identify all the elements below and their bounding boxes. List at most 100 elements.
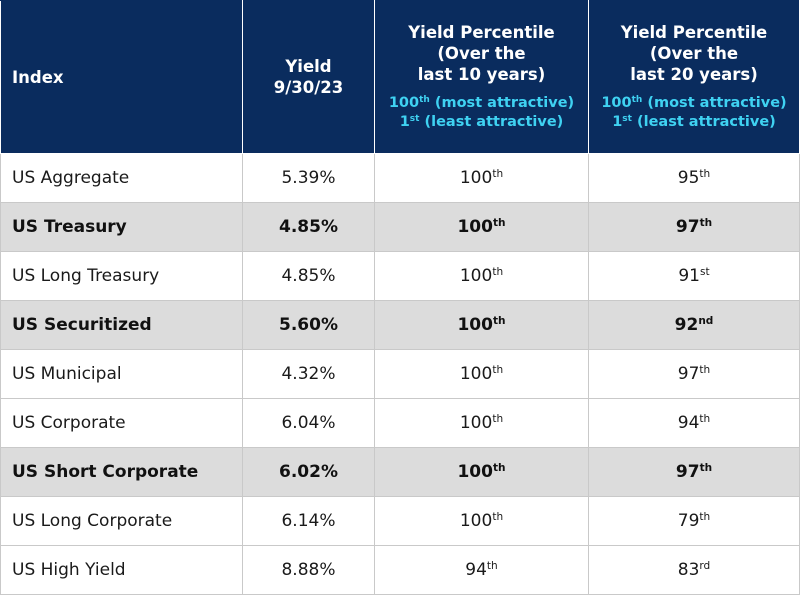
percentile-20y-cell: 92nd: [588, 300, 800, 350]
percentile-20y-value: 83: [677, 560, 700, 580]
percentile-10y-value: 100: [459, 511, 493, 531]
header-pct10-line-3: last 10 years): [417, 65, 546, 84]
table-row: US Treasury 4.85% 100th 97th: [0, 202, 800, 252]
table-row: US Long Treasury 4.85% 100th 91st: [0, 251, 800, 301]
percentile-10y-suffix: th: [492, 266, 504, 279]
percentile-10y-cell: 100th: [374, 251, 589, 301]
percentile-20y-cell: 79th: [588, 496, 800, 546]
table-row: US Corporate 6.04% 100th 94th: [0, 398, 800, 448]
percentile-20y-suffix: th: [699, 413, 711, 426]
header-pct10-line-2: (Over the: [437, 44, 526, 63]
percentile-20y-suffix: th: [699, 217, 713, 230]
index-name-cell: US Aggregate: [0, 153, 243, 203]
header-pct10-line-1: Yield Percentile: [408, 23, 555, 42]
legend-least-num: 1: [612, 114, 623, 130]
percentile-20y-cell: 97th: [588, 202, 800, 252]
table-row: US Aggregate 5.39% 100th 95th: [0, 153, 800, 203]
legend-most-text: (most attractive): [642, 95, 787, 111]
table-row: US Long Corporate 6.14% 100th 79th: [0, 496, 800, 546]
legend-least-sup: st: [409, 114, 420, 125]
percentile-10y-suffix: th: [492, 364, 504, 377]
percentile-10y-cell: 94th: [374, 545, 589, 595]
percentile-20y-suffix: st: [700, 266, 710, 279]
percentile-10y-suffix: th: [492, 462, 506, 475]
percentile-10y-suffix: th: [492, 413, 504, 426]
index-name-cell: US Short Corporate: [0, 447, 243, 497]
percentile-10y-cell: 100th: [374, 300, 589, 350]
percentile-10y-suffix: th: [492, 511, 504, 524]
header-pct10-legend: 100th (most attractive) 1st (least attra…: [376, 94, 588, 132]
legend-least-sup: st: [622, 114, 632, 125]
percentile-20y-cell: 94th: [588, 398, 800, 448]
header-yield: Yield 9/30/23: [242, 0, 375, 154]
legend-least-attractive: 1st (least attractive): [376, 113, 588, 132]
percentile-20y-value: 97: [675, 217, 700, 237]
header-pct20-line-1: Yield Percentile: [620, 23, 768, 42]
percentile-20y-cell: 83rd: [588, 545, 800, 595]
legend-most-num: 100: [388, 95, 420, 111]
index-name-cell: US Municipal: [0, 349, 243, 399]
legend-most-sup: th: [419, 95, 430, 106]
table-body: US Aggregate 5.39% 100th 95th US Treasury 4.8…: [0, 153, 800, 595]
percentile-20y-suffix: nd: [698, 315, 714, 328]
yield-cell: 5.60%: [242, 300, 375, 350]
header-index: Index: [0, 0, 243, 154]
percentile-10y-cell: 100th: [374, 398, 589, 448]
yield-cell: 6.02%: [242, 447, 375, 497]
legend-least-num: 1: [399, 114, 410, 130]
header-row: Index Yield 9/30/23 Yield Percentile (Ov…: [0, 0, 800, 154]
table-row: US Municipal 4.32% 100th 97th: [0, 349, 800, 399]
percentile-10y-cell: 100th: [374, 153, 589, 203]
index-name-cell: US High Yield: [0, 545, 243, 595]
table-row: US High Yield 8.88% 94th 83rd: [0, 545, 800, 595]
percentile-20y-cell: 91st: [588, 251, 800, 301]
yield-cell: 8.88%: [242, 545, 375, 595]
legend-least-text: (least attractive): [631, 114, 776, 130]
index-name-cell: US Long Corporate: [0, 496, 243, 546]
percentile-10y-cell: 100th: [374, 202, 589, 252]
header-yield-date: 9/30/23: [273, 78, 344, 97]
percentile-10y-suffix: th: [492, 315, 506, 328]
percentile-10y-cell: 100th: [374, 447, 589, 497]
index-name-cell: US Corporate: [0, 398, 243, 448]
legend-most-num: 100: [601, 95, 632, 111]
legend-least-text: (least attractive): [419, 114, 564, 130]
index-name-cell: US Long Treasury: [0, 251, 243, 301]
header-pct20-legend: 100th (most attractive) 1st (least attra…: [590, 94, 799, 132]
header-pct20-line-2: (Over the: [649, 44, 739, 63]
percentile-20y-cell: 95th: [588, 153, 800, 203]
legend-most-sup: th: [631, 95, 643, 106]
table-row: US Securitized 5.60% 100th 92nd: [0, 300, 800, 350]
percentile-20y-value: 79: [677, 511, 700, 531]
header-percentile-20y: Yield Percentile (Over the last 20 years…: [588, 0, 800, 154]
percentile-10y-suffix: th: [492, 217, 506, 230]
percentile-10y-value: 100: [459, 364, 493, 384]
percentile-10y-value: 100: [457, 217, 493, 237]
table-row: US Short Corporate 6.02% 100th 97th: [0, 447, 800, 497]
index-name-cell: US Securitized: [0, 300, 243, 350]
percentile-10y-value: 100: [459, 266, 493, 286]
yield-cell: 6.04%: [242, 398, 375, 448]
yield-cell: 5.39%: [242, 153, 375, 203]
percentile-20y-suffix: th: [699, 462, 713, 475]
percentile-20y-suffix: rd: [699, 560, 711, 573]
percentile-10y-suffix: th: [492, 168, 504, 181]
percentile-20y-cell: 97th: [588, 349, 800, 399]
table-header: Index Yield 9/30/23 Yield Percentile (Ov…: [0, 0, 800, 154]
percentile-10y-suffix: th: [486, 560, 498, 573]
yield-cell: 4.85%: [242, 251, 375, 301]
percentile-20y-value: 97: [677, 364, 700, 384]
yield-cell: 4.85%: [242, 202, 375, 252]
percentile-10y-value: 100: [457, 315, 493, 335]
percentile-10y-value: 94: [465, 560, 487, 580]
percentile-20y-value: 97: [675, 462, 700, 482]
legend-most-text: (most attractive): [429, 95, 575, 111]
percentile-10y-cell: 100th: [374, 349, 589, 399]
header-percentile-10y: Yield Percentile (Over the last 10 years…: [374, 0, 589, 154]
yield-cell: 4.32%: [242, 349, 375, 399]
percentile-20y-value: 92: [674, 315, 699, 335]
yield-cell: 6.14%: [242, 496, 375, 546]
legend-most-attractive: 100th (most attractive): [376, 94, 588, 113]
percentile-10y-value: 100: [457, 462, 493, 482]
